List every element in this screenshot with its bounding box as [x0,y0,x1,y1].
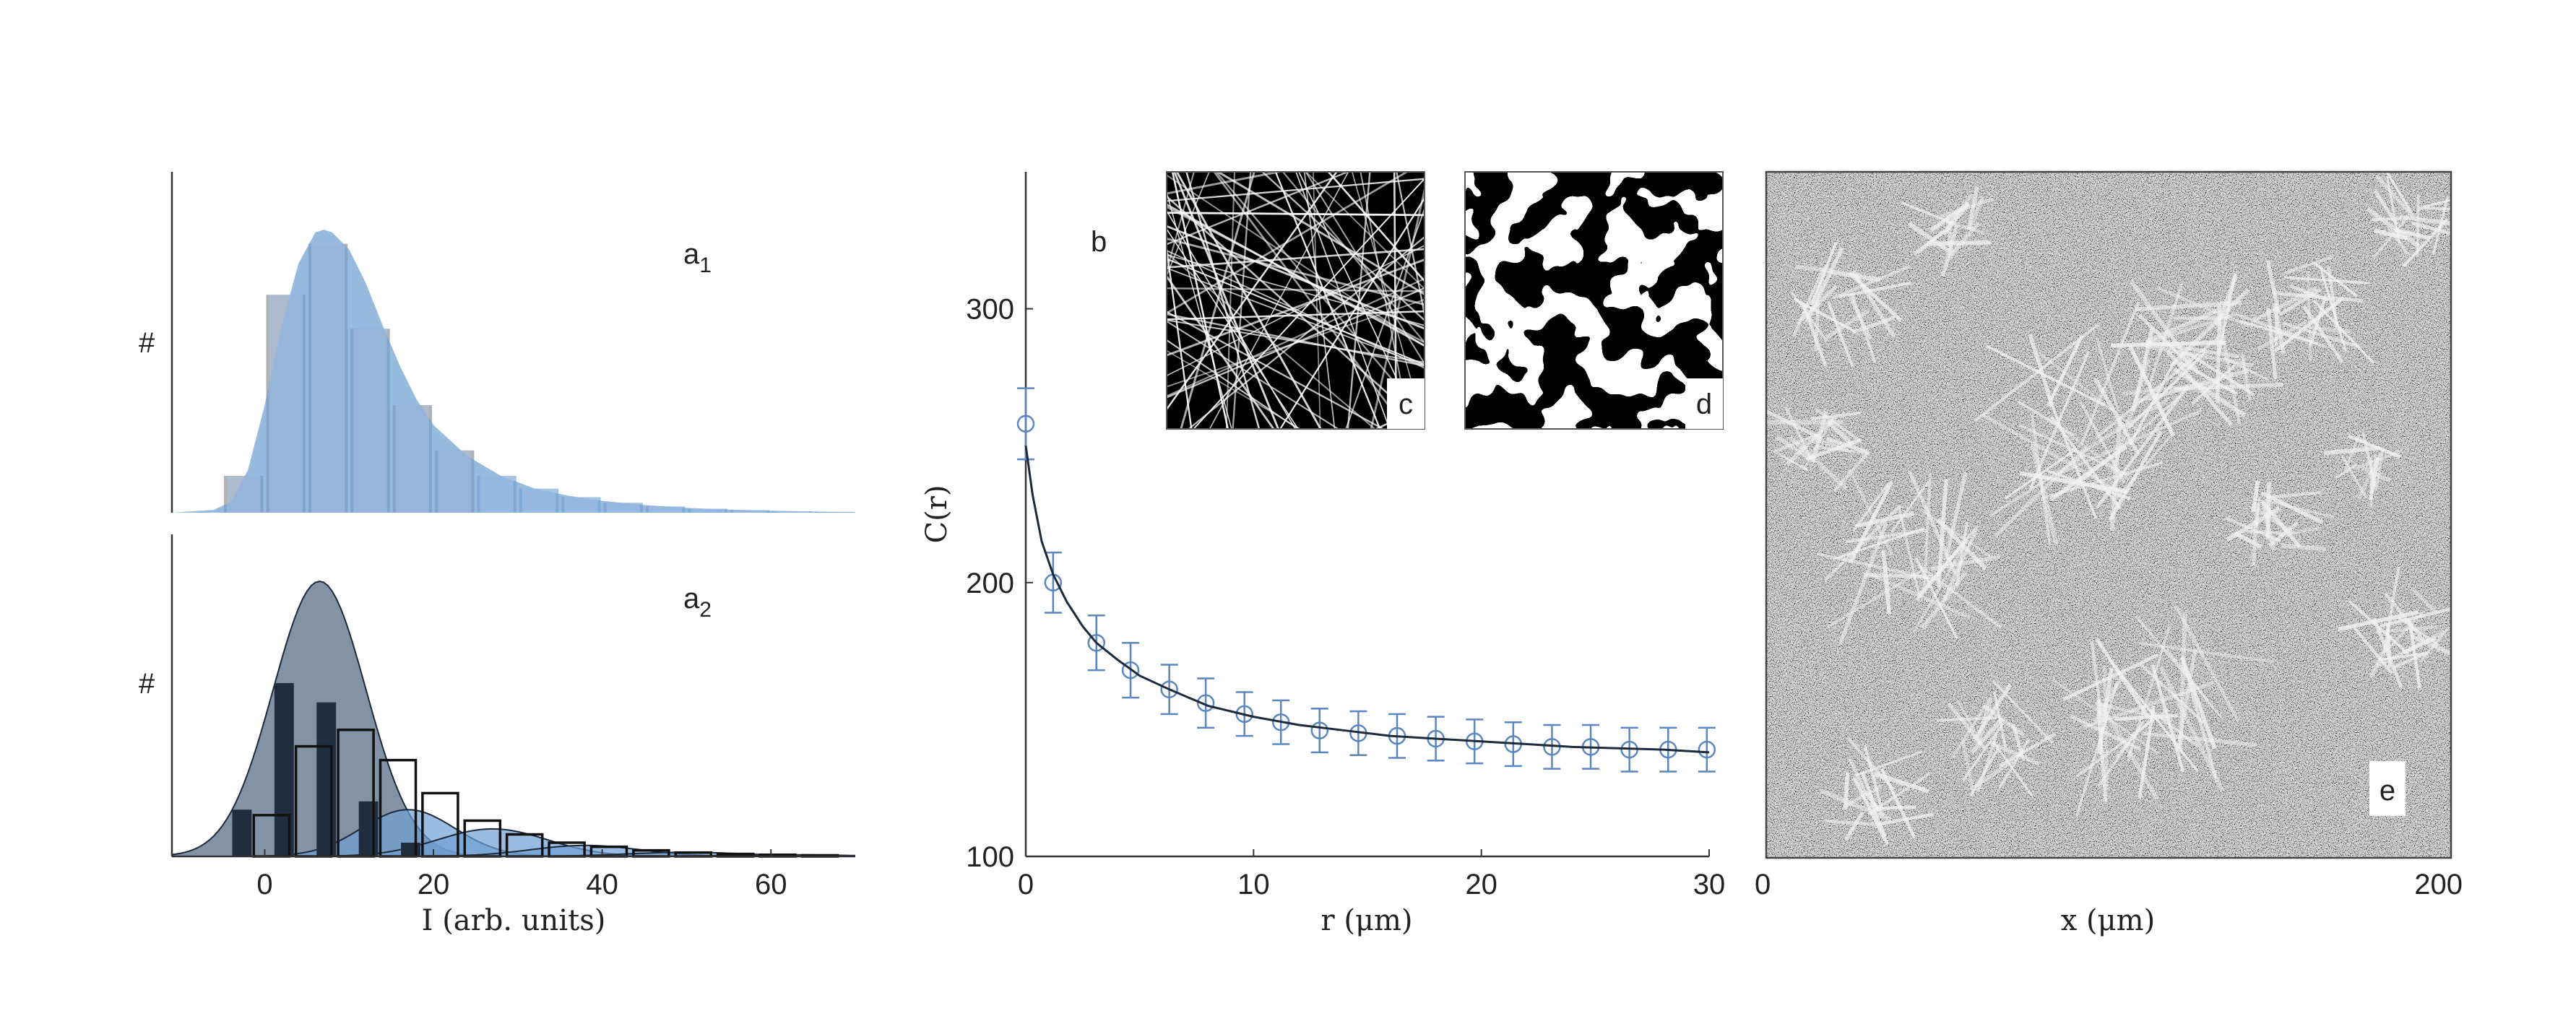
b-fit-curve [1026,446,1709,752]
b-data-point [1045,552,1062,612]
b-data-point [1698,728,1716,772]
e-fibre [2387,625,2390,668]
a2-x-tick-label: 60 [755,869,787,900]
b-y-tick-label: 300 [966,294,1014,326]
a1-y-axis-label: # [139,327,155,359]
a1-bar-overlay [649,506,682,513]
b-y-axis-label: C(r) [920,485,954,544]
a1-bar-overlay [311,244,345,513]
e-x-tick-label: 200 [2414,869,2463,900]
b-y-tick-label: 100 [966,841,1014,873]
a1-bar-overlay [733,510,766,513]
a1-bar-overlay [691,509,724,513]
histogram-panel-a1: # a1 [139,172,855,513]
e-fibre [2372,219,2402,220]
histogram-panel-a2: 0 20 40 60 # a2 I (arb. units) [139,534,855,937]
a1-bar-overlay [353,329,386,513]
e-panel-label: e [2380,775,2395,807]
a2-x-axis-label: I (arb. units) [422,904,606,937]
a1-bar-overlay [564,497,597,513]
a1-bar-overlay [522,489,556,513]
b-x-tick-label: 20 [1465,869,1497,900]
a2-panel-label: a2 [683,583,712,622]
a2-dark-bar [316,703,336,856]
b-x-tick-label: 0 [1018,869,1034,900]
b-y-tick-label: 200 [966,568,1014,599]
b-x-axis-label: r (μm) [1321,904,1413,937]
a1-bar-overlay [269,295,302,513]
a2-dark-bar [401,843,420,856]
a1-panel-label: a1 [683,238,712,277]
a2-x-tick-label: 20 [418,869,450,900]
inset-c-fibre [1023,83,1513,614]
a2-x-tick-label: 40 [586,869,618,900]
e-fibre [2419,208,2463,209]
e-fibre [1864,575,1929,577]
e-x-axis-label: x (μm) [2061,904,2155,937]
a2-x-tick-label: 0 [256,869,272,900]
a1-bar-overlay [227,476,260,513]
a1-bar-overlay [438,451,471,513]
a2-dark-bar [275,683,294,856]
correlation-panel-b: 0 10 20 30 100 200 300 b r (μm) C(r) c d [857,0,1763,937]
a2-y-axis-label: # [139,668,155,700]
a2-dark-bar [359,802,379,856]
b-data-point [1311,708,1328,752]
a1-bar-overlay [818,512,851,513]
b-x-tick-label: 10 [1237,869,1270,900]
microscopy-panel-e: e 0 200 x (μm) [1755,172,2468,937]
e-fibre [1845,773,1847,809]
inset-c-label: c [1399,388,1413,420]
e-fibre [1877,807,1916,809]
a1-bar-overlay [775,511,808,513]
inset-d-binary-image: d [1465,172,1723,429]
a2-dark-bar [233,809,252,856]
e-x-tick-label: 0 [1755,869,1771,900]
a1-bar-overlay [607,503,640,513]
b-x-tick-label: 30 [1693,869,1726,900]
inset-d-label: d [1696,388,1712,420]
a1-bar-overlay [480,476,513,513]
b-panel-label: b [1091,226,1107,258]
a1-bar-overlay [396,405,429,513]
e-fibre [2418,194,2419,257]
